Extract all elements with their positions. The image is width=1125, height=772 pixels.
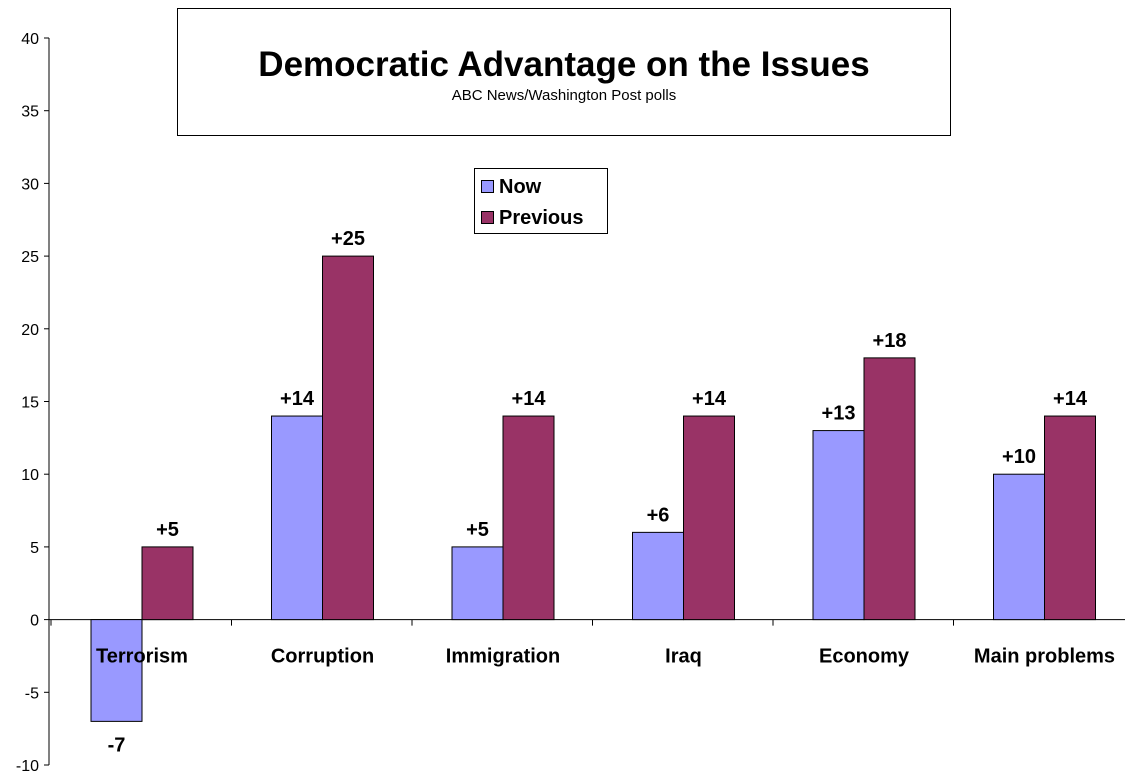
bar-previous-economy	[863, 357, 916, 621]
x-category-label: Terrorism	[96, 646, 188, 668]
bar-now-terrorism	[90, 619, 143, 722]
bar-previous-immigration	[502, 415, 555, 621]
y-tick-label: 25	[21, 249, 39, 266]
y-tick-label: -10	[16, 758, 39, 772]
legend-label-previous: Previous	[499, 207, 584, 229]
legend-swatch-now	[481, 180, 494, 193]
bar-now-iraq	[632, 531, 684, 621]
y-tick-label: 0	[30, 613, 39, 630]
legend: Now Previous	[474, 168, 608, 234]
bar-previous-terrorism	[141, 546, 194, 621]
data-label: +6	[647, 504, 670, 526]
y-tick-label: 10	[21, 467, 39, 484]
y-tick-label: 30	[21, 176, 39, 193]
x-category-label: Economy	[819, 646, 910, 668]
y-tick-label: 20	[21, 322, 39, 339]
x-category-label: Immigration	[446, 646, 560, 668]
bar-now-immigration	[451, 546, 504, 621]
data-label: +5	[466, 519, 489, 541]
data-label: +14	[512, 388, 547, 410]
data-label: +14	[692, 388, 727, 410]
bar-now-main-problems	[993, 473, 1045, 621]
y-tick-label: 5	[30, 540, 39, 557]
x-category-label: Iraq	[665, 646, 702, 668]
chart-title: Democratic Advantage on the Issues	[258, 45, 870, 84]
bar-previous-iraq	[683, 415, 735, 621]
data-label: +14	[1053, 388, 1088, 410]
chart-title-box: Democratic Advantage on the Issues ABC N…	[177, 8, 951, 136]
data-label: +18	[873, 330, 907, 352]
x-category-label: Main problems	[974, 646, 1115, 668]
bar-previous-main-problems	[1044, 415, 1096, 621]
y-tick-label: 35	[21, 104, 39, 121]
legend-label-now: Now	[499, 176, 542, 198]
legend-swatch-previous	[481, 211, 494, 224]
data-label: +10	[1002, 446, 1036, 468]
bar-previous-corruption	[322, 255, 374, 621]
bar-now-economy	[812, 430, 865, 621]
y-tick-label: 15	[21, 395, 39, 412]
x-category-label: Corruption	[271, 646, 374, 668]
y-tick-label: 40	[21, 31, 39, 48]
data-label: +14	[280, 388, 315, 410]
chart-subtitle: ABC News/Washington Post polls	[451, 87, 677, 104]
data-label: +25	[331, 228, 365, 250]
data-label: -7	[108, 734, 126, 756]
data-label: +5	[156, 519, 179, 541]
y-tick-label: -5	[25, 685, 39, 702]
data-label: +13	[822, 403, 856, 425]
bar-now-corruption	[271, 415, 323, 621]
